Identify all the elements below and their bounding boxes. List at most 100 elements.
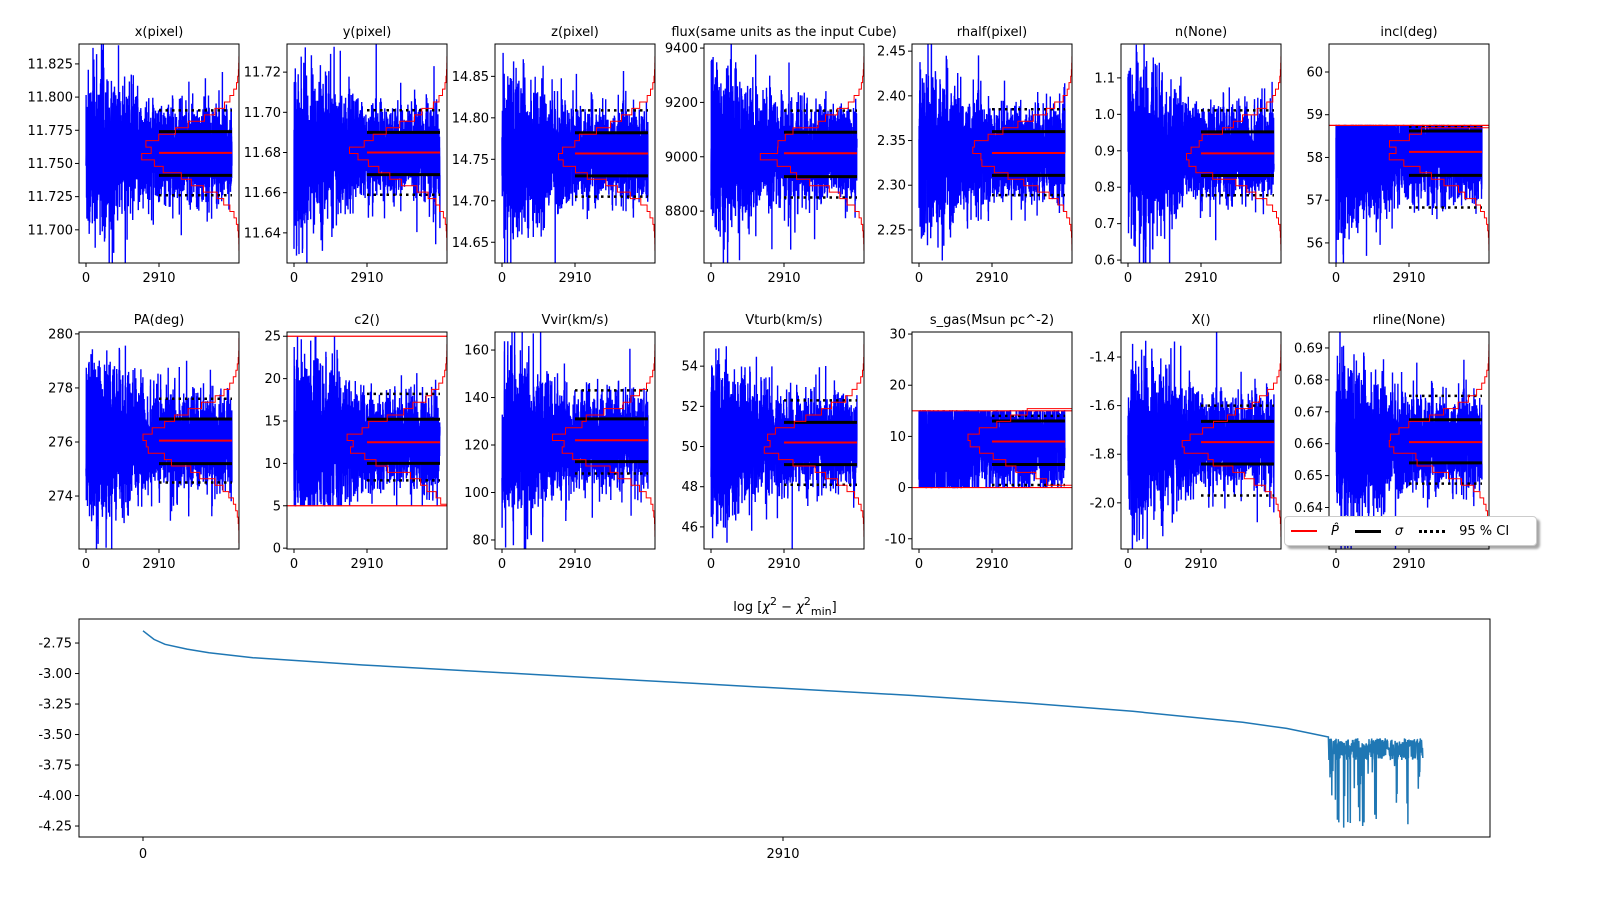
subplot-title: c2() [354,313,380,328]
subplot-14: rline(None) 0.64 0.65 0.66 0.67 0.68 0.69 0 2910 [1294,313,1490,572]
plot-area [918,44,1066,261]
histogram-step [142,332,240,549]
trace-line [85,44,233,263]
y-tick-label: 11.64 [244,226,281,241]
x-tick-label: 0 [498,271,506,286]
x-tick-label: 0 [1124,557,1132,572]
y-tick-label: 11.825 [28,57,74,72]
y-tick-label: 1.0 [1094,108,1115,123]
legend-item-sigma: σ [1354,524,1403,539]
y-tick-label: 0.68 [1294,373,1323,388]
y-tick-label: 2.30 [877,179,906,194]
y-tick-label: 0 [898,481,906,496]
y-tick-label: 59 [1306,108,1323,123]
x-tick-label: 2910 [767,271,800,286]
y-tick-label: -3.00 [38,667,72,682]
subplot-13: X() -2.0 -1.8 -1.6 -1.4 0 2910 [1090,313,1282,572]
y-tick-label: 2.25 [877,223,906,238]
y-tick-label: 54 [681,360,698,375]
x-tick-label: 2910 [558,557,591,572]
y-tick-label: -4.00 [38,789,72,804]
subplot-7: incl(deg) 56 57 58 59 60 0 2910 [1306,25,1490,286]
y-tick-label: 11.700 [28,223,74,238]
subplot-4: flux(same units as the input Cube) 8800 90… [665,25,897,286]
x-tick-label: 0 [707,271,715,286]
x-tick-label: 2910 [142,557,175,572]
x-tick-label: 0 [915,271,923,286]
trace-line [918,44,1066,261]
legend-red-line-icon [1291,530,1317,532]
subplot-title: y(pixel) [343,25,392,40]
plot-background [79,619,1490,837]
plot-frame [78,618,1491,838]
histogram-step [1186,44,1282,263]
trace-line [501,52,649,263]
trace-line [710,44,858,263]
subplot-11: Vturb(km/s) 46 48 50 52 54 0 2910 [681,313,865,572]
subplot-title: rhalf(pixel) [957,25,1027,40]
y-tick-label: 11.66 [244,186,281,201]
y-tick-label: 1.1 [1094,71,1115,86]
y-tick-label: 2.45 [877,45,906,60]
y-tick-label: 5 [273,499,281,514]
y-tick-label: 11.725 [28,190,74,205]
legend-dotted-line-icon [1419,529,1446,533]
subplot-6: n(None) 0.6 0.7 0.8 0.9 1.0 1.1 0 2910 [1094,25,1282,286]
subplot-title: PA(deg) [134,313,185,328]
y-tick-label: 11.775 [28,124,74,139]
y-tick-label: -2.0 [1090,496,1115,511]
y-tick-label: 0.65 [1294,469,1323,484]
y-tick-label: 0.66 [1294,437,1323,452]
x-tick-label: 0 [1124,271,1132,286]
x-tick-label: 2910 [975,271,1008,286]
y-tick-label: 50 [681,440,698,455]
histogram-step [1388,332,1490,549]
y-tick-label: 60 [1306,65,1323,80]
x-tick-label: 2910 [350,557,383,572]
y-tick-label: 0.67 [1294,405,1323,420]
subplot-10: Vvir(km/s) 80 100 120 140 160 0 2910 [464,313,656,572]
title-part: χ [795,600,805,615]
y-tick-label: 25 [264,330,281,345]
subplot-9: c2() 0 5 10 15 20 25 0 2910 [264,313,448,572]
histogram-step [763,332,865,549]
plot-area [293,336,441,507]
y-tick-label: 0.6 [1094,254,1115,269]
y-tick-label: -4.25 [38,820,72,835]
histogram-step [552,332,656,549]
y-tick-label: 274 [48,490,73,505]
y-tick-label: 278 [48,381,73,396]
trace-line [293,336,441,507]
trace-line [1335,332,1483,549]
subplot-title: x(pixel) [135,25,184,40]
y-tick-label: 14.85 [452,70,489,85]
y-tick-label: 14.65 [452,236,489,251]
subplot-12: s_gas(Msun pc^-2) -10 0 10 20 30 0 2910 [885,313,1073,572]
y-tick-label: 10 [889,430,906,445]
trace-line [85,345,233,549]
y-tick-label: 11.72 [244,66,281,81]
y-tick-label: 58 [1306,151,1323,166]
plot-area [85,44,233,263]
y-tick-label: 20 [264,372,281,387]
y-tick-label: 0 [273,542,281,557]
x-tick-label: 0 [290,271,298,286]
x-tick-label: 0 [707,557,715,572]
x-tick-label: 0 [1332,557,1340,572]
x-tick-label: 2910 [1184,557,1217,572]
title-part: χ [761,600,771,615]
x-tick-label: 2910 [558,271,591,286]
y-tick-label: -3.75 [38,759,72,774]
x-tick-label: 0 [139,847,147,862]
x-tick-label: 0 [82,271,90,286]
histogram-step [972,44,1073,263]
y-tick-label: 11.750 [28,157,74,172]
subplot-3: z(pixel) 14.65 14.70 14.75 14.80 14.85 0 2910 [452,25,656,286]
histogram-step [141,44,240,263]
y-tick-label: 8800 [665,205,698,220]
histogram-step [558,44,656,263]
y-tick-label: -1.4 [1090,351,1115,366]
y-tick-label: 11.70 [244,106,281,121]
y-tick-label: 14.80 [452,111,489,126]
